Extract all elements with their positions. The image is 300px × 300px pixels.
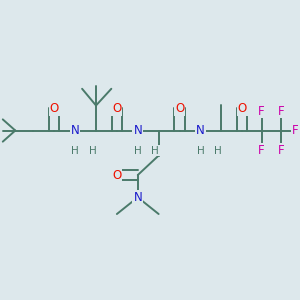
Text: H: H: [196, 146, 204, 156]
Text: N: N: [134, 191, 142, 204]
Text: H: H: [89, 146, 97, 156]
Text: F: F: [258, 143, 265, 157]
Text: O: O: [175, 102, 184, 115]
Text: F: F: [278, 143, 284, 157]
Text: N: N: [134, 124, 142, 137]
Text: N: N: [71, 124, 80, 137]
Text: N: N: [196, 124, 205, 137]
Text: F: F: [278, 104, 284, 118]
Text: O: O: [238, 102, 247, 115]
Text: F: F: [292, 124, 298, 137]
Text: F: F: [258, 104, 265, 118]
Text: O: O: [50, 102, 59, 115]
Text: O: O: [112, 102, 122, 115]
Text: O: O: [112, 169, 122, 182]
Text: H: H: [152, 146, 159, 156]
Text: H: H: [214, 146, 222, 156]
Text: H: H: [134, 146, 142, 156]
Text: H: H: [71, 146, 79, 156]
